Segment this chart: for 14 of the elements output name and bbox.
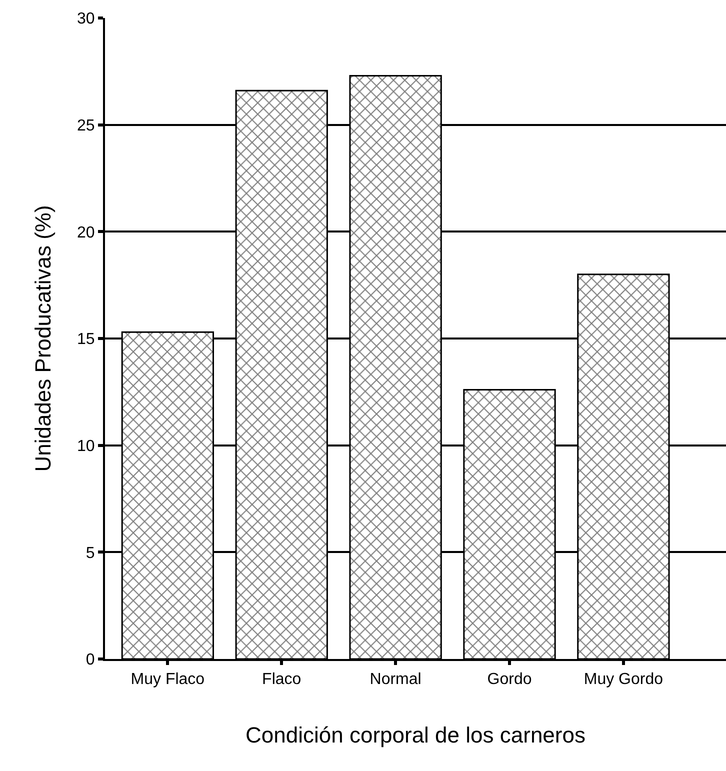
x-tick-label: Muy Gordo xyxy=(584,671,664,688)
y-tick-label: 30 xyxy=(77,10,95,28)
y-tick-label: 5 xyxy=(86,544,95,562)
x-axis-title: Condición corporal de los carneros xyxy=(246,722,586,748)
x-tick-label: Normal xyxy=(370,671,422,688)
y-axis-title: Unidades Producativas (%) xyxy=(30,205,56,472)
y-tick-label: 0 xyxy=(86,652,95,669)
y-tick-label: 20 xyxy=(77,224,95,242)
x-tick-label: Flaco xyxy=(262,671,302,688)
x-tick-label: Muy Flaco xyxy=(130,671,205,688)
y-tick-label: 15 xyxy=(77,331,95,348)
y-tick-label: 10 xyxy=(77,438,95,455)
x-tick-label: Gordo xyxy=(487,671,532,688)
y-tick-label: 25 xyxy=(77,117,95,134)
